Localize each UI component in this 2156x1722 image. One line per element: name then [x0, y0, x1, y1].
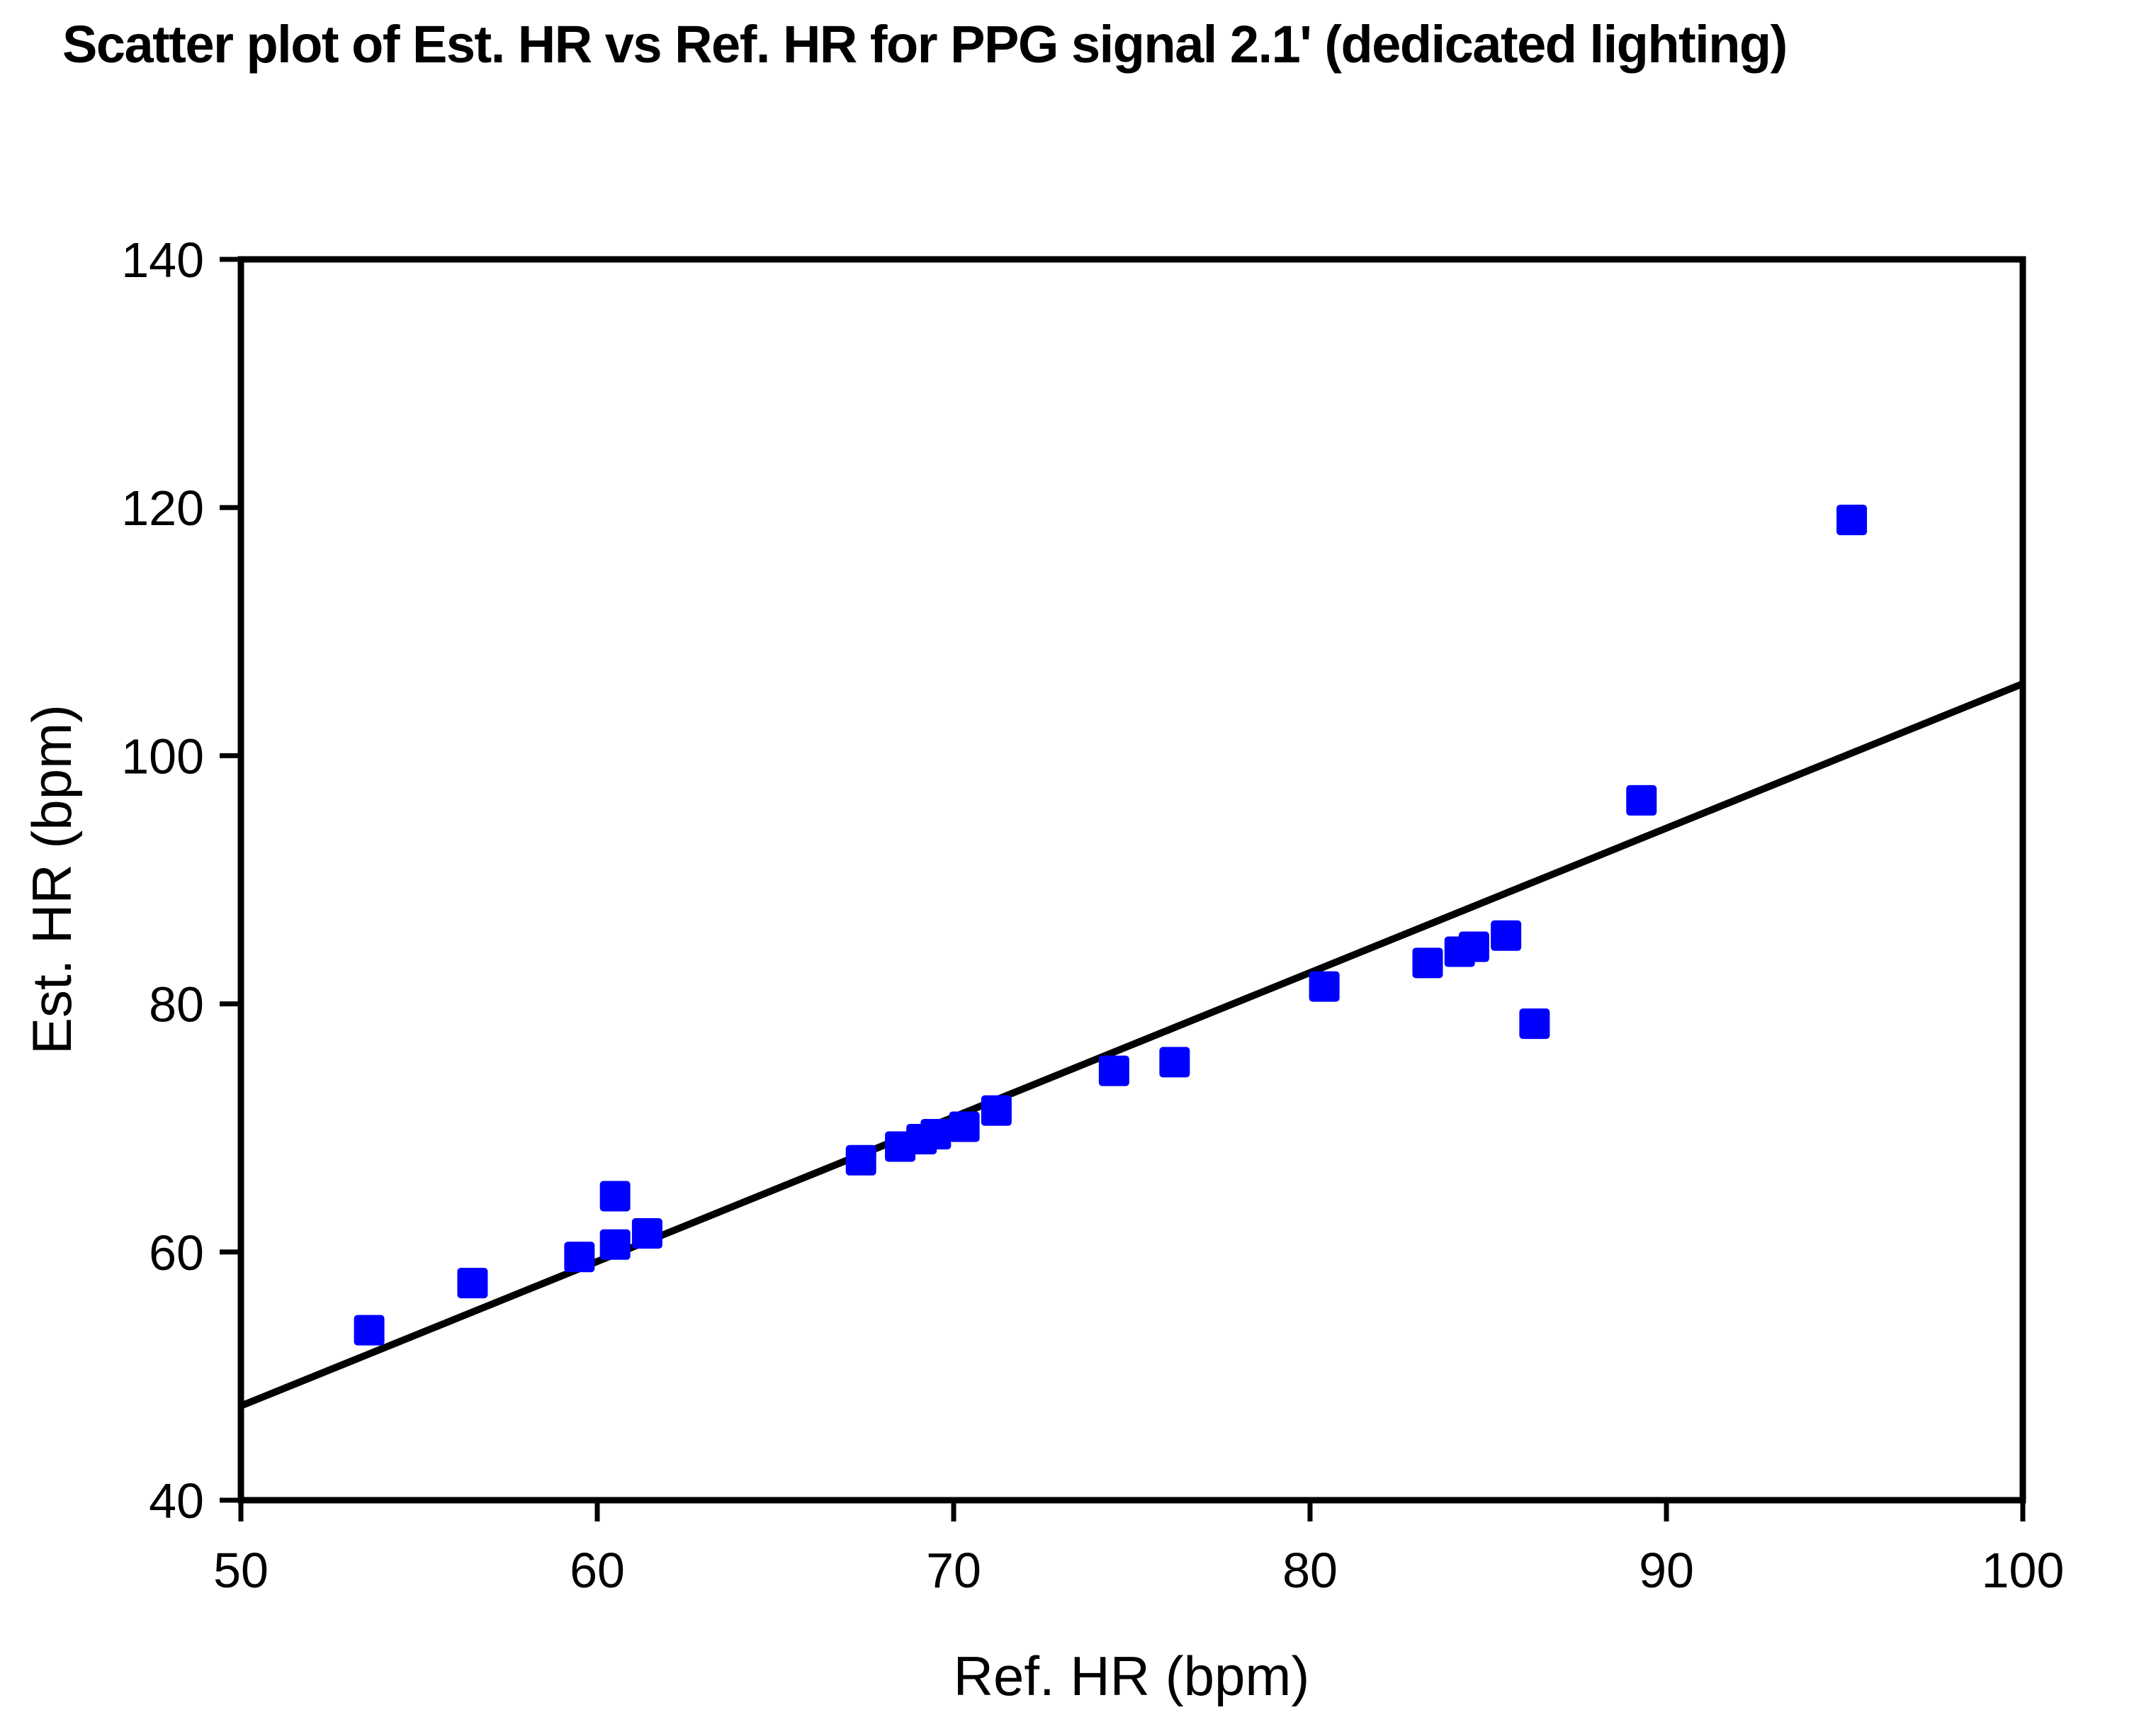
data-point — [631, 1218, 662, 1249]
data-point — [845, 1144, 876, 1176]
data-point — [1491, 920, 1522, 951]
data-point — [981, 1095, 1012, 1126]
data-point — [1519, 1008, 1550, 1040]
x-tick-label: 70 — [926, 1543, 981, 1598]
y-tick-label: 40 — [149, 1473, 204, 1529]
data-point — [599, 1229, 631, 1260]
y-tick-label: 80 — [149, 977, 204, 1032]
y-axis-label: Est. HR (bpm) — [21, 704, 83, 1054]
data-point — [920, 1118, 952, 1149]
data-point — [1836, 505, 1868, 536]
y-tick-label: 100 — [121, 728, 204, 784]
x-tick-label: 80 — [1282, 1543, 1338, 1598]
data-point — [1159, 1047, 1190, 1078]
data-point — [1458, 931, 1489, 962]
data-point — [1412, 947, 1443, 979]
x-axis-ticks: 50 60 70 80 90 100 — [213, 1500, 2064, 1598]
data-points — [354, 505, 1868, 1346]
data-point — [457, 1268, 488, 1299]
data-point — [1309, 971, 1340, 1002]
y-tick-label: 120 — [121, 480, 204, 536]
data-point — [599, 1181, 631, 1212]
data-point — [1626, 784, 1657, 816]
data-point — [354, 1315, 385, 1346]
y-tick-label: 60 — [149, 1225, 204, 1281]
y-tick-label: 140 — [121, 232, 204, 288]
x-axis-label: Ref. HR (bpm) — [954, 1645, 1310, 1707]
chart-title: Scatter plot of Est. HR vs Ref. HR for P… — [62, 15, 1787, 74]
x-tick-label: 60 — [570, 1543, 625, 1598]
x-tick-label: 50 — [213, 1543, 269, 1598]
x-tick-label: 90 — [1639, 1543, 1694, 1598]
trend-line — [239, 680, 2024, 1409]
plot-frame — [237, 256, 2026, 1504]
y-axis-ticks: 40 60 80 100 120 140 — [121, 232, 241, 1529]
data-point — [1098, 1055, 1129, 1086]
data-point — [949, 1111, 980, 1142]
x-tick-label: 100 — [1982, 1543, 2065, 1598]
data-point — [564, 1242, 595, 1273]
